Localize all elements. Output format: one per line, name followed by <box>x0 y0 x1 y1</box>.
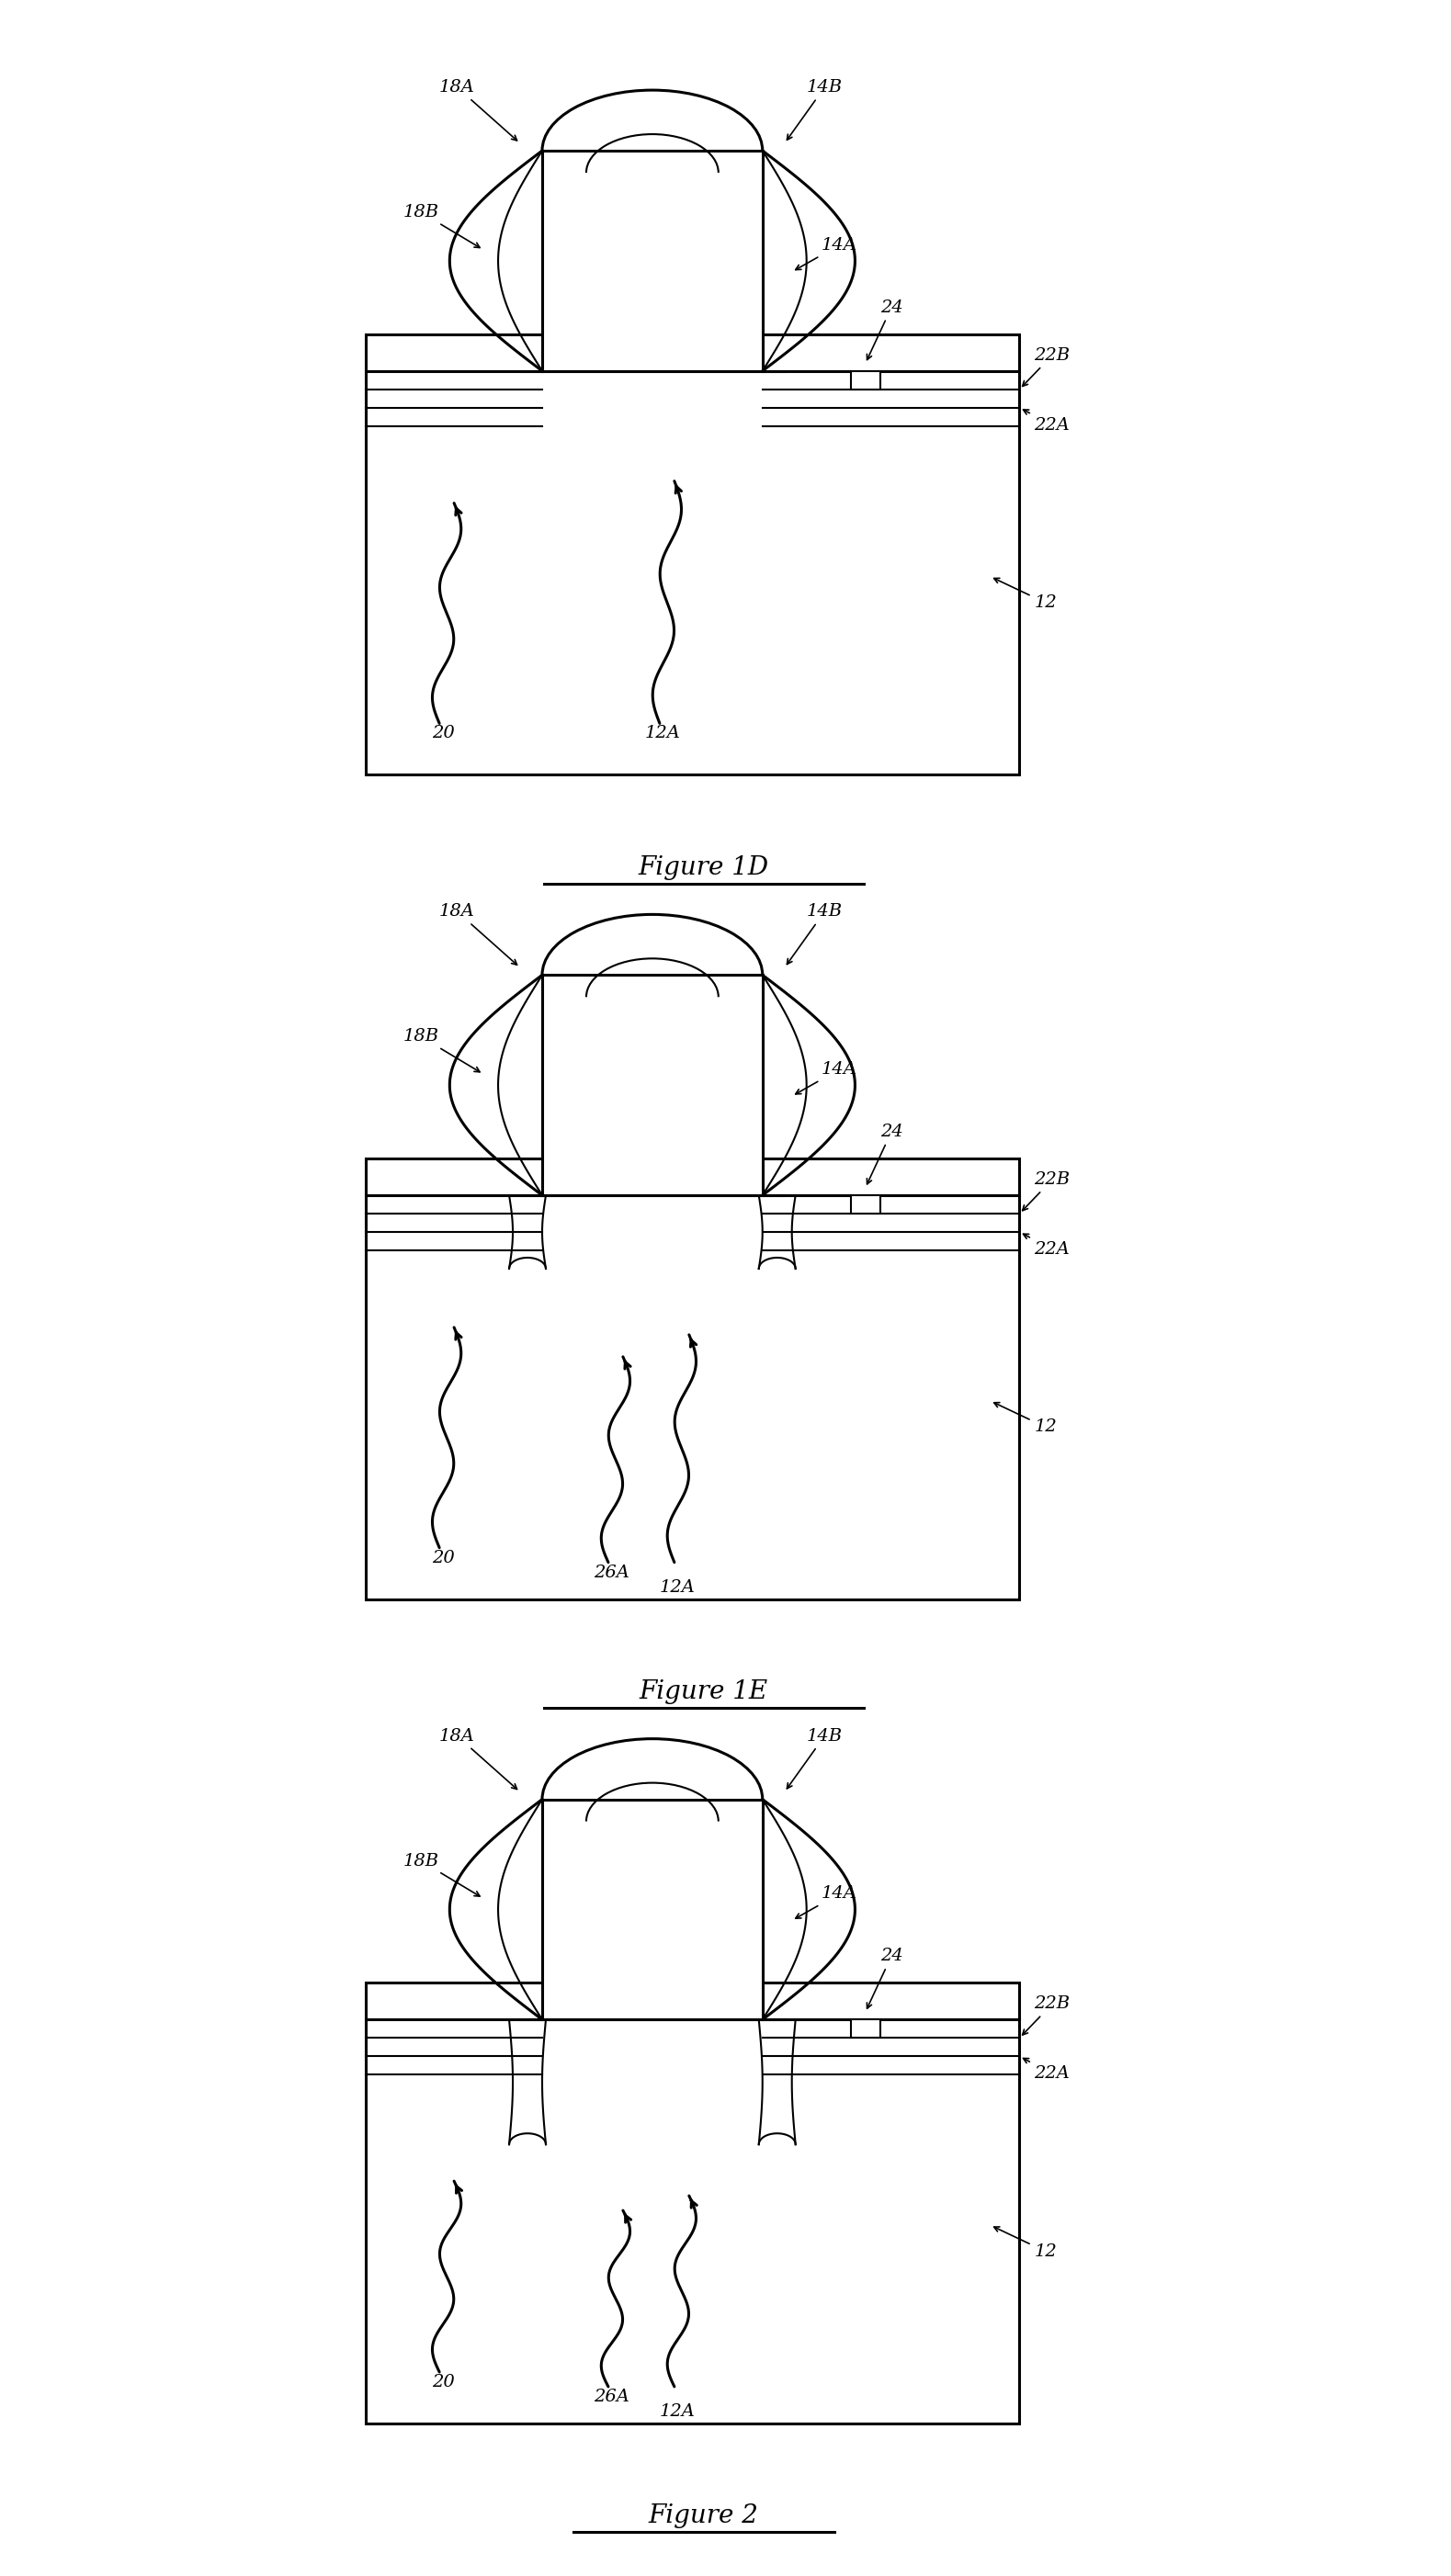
Bar <box>543 1798 762 2020</box>
Bar <box>366 1984 1020 2424</box>
Text: 18A: 18A <box>440 1728 517 1790</box>
Text: 12A: 12A <box>646 726 681 742</box>
Text: 24: 24 <box>866 1947 903 2009</box>
Bar <box>850 371 879 389</box>
Text: 24: 24 <box>866 299 903 361</box>
Text: 14B: 14B <box>786 904 843 963</box>
Text: 20: 20 <box>432 726 454 742</box>
Text: 18A: 18A <box>440 80 517 142</box>
Text: 26A: 26A <box>593 1564 630 1582</box>
Text: 22A: 22A <box>1023 410 1069 433</box>
Text: 20: 20 <box>432 1551 454 1566</box>
Text: 12A: 12A <box>660 2403 695 2419</box>
Text: Figure 1E: Figure 1E <box>640 1680 768 1705</box>
Text: 12A: 12A <box>660 1579 695 1595</box>
Text: 14B: 14B <box>786 1728 843 1788</box>
Text: 18A: 18A <box>440 904 517 966</box>
Text: 18B: 18B <box>402 1028 480 1072</box>
Text: Figure 1D: Figure 1D <box>638 855 769 881</box>
Text: 24: 24 <box>866 1123 903 1185</box>
Text: 20: 20 <box>432 2375 454 2391</box>
Text: 22B: 22B <box>1023 348 1071 386</box>
Text: 18B: 18B <box>402 1852 480 1896</box>
Bar <box>850 1195 879 1213</box>
Text: 22B: 22B <box>1023 1996 1071 2035</box>
Text: 14A: 14A <box>795 1061 858 1095</box>
Text: 18B: 18B <box>402 204 480 247</box>
Text: 22B: 22B <box>1023 1172 1071 1211</box>
Bar <box>850 2020 879 2038</box>
Text: 22A: 22A <box>1023 2058 1069 2081</box>
Bar <box>366 335 1020 775</box>
Bar <box>543 976 762 1195</box>
Text: 26A: 26A <box>593 2388 630 2406</box>
Text: 12: 12 <box>994 2226 1056 2259</box>
Text: 14B: 14B <box>786 80 843 139</box>
Bar <box>366 1159 1020 1600</box>
Text: 14A: 14A <box>795 1886 858 1919</box>
Bar <box>543 149 762 371</box>
Text: 14A: 14A <box>795 237 858 270</box>
Text: 22A: 22A <box>1023 1234 1069 1257</box>
Text: 12: 12 <box>994 577 1056 611</box>
Text: Figure 2: Figure 2 <box>649 2504 759 2530</box>
Text: 12: 12 <box>994 1401 1056 1435</box>
